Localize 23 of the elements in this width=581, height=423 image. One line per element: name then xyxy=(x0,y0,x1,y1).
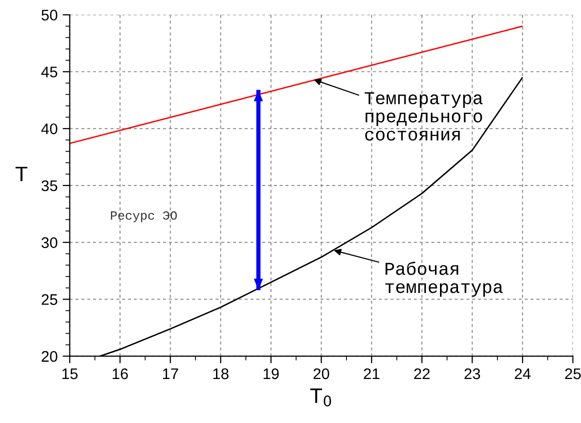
y-tick-label: 25 xyxy=(42,294,58,305)
x-tick-label: 21 xyxy=(364,368,380,380)
x-tick-label: 19 xyxy=(264,368,279,380)
x-tick-label: 25 xyxy=(565,368,581,380)
x-tick-label: 24 xyxy=(514,368,531,380)
x-axis-title: T$_{0}$ xyxy=(310,388,332,406)
annotation: Рабочая температура xyxy=(385,262,503,297)
x-tick-label: 20 xyxy=(314,368,330,380)
x-tick-label: 23 xyxy=(464,368,480,380)
y-tick-label: 30 xyxy=(42,237,58,248)
y-tick-label: 35 xyxy=(42,180,58,192)
x-tick-label: 17 xyxy=(163,368,178,380)
x-tick-label: 15 xyxy=(62,368,78,380)
x-tick-label: 16 xyxy=(112,368,128,380)
y-tick-label: 40 xyxy=(41,123,58,134)
x-tick-label: 22 xyxy=(414,368,430,380)
annotation: Температура предельного состояния xyxy=(364,92,483,141)
y-tick-label: 45 xyxy=(41,66,58,78)
y-axis-title: T xyxy=(16,166,28,182)
y-tick-label: 20 xyxy=(42,351,58,362)
x-tick-label: 18 xyxy=(213,368,228,380)
y-tick-label: 50 xyxy=(42,10,58,20)
annotation: Ресурс ЭО xyxy=(110,211,177,222)
